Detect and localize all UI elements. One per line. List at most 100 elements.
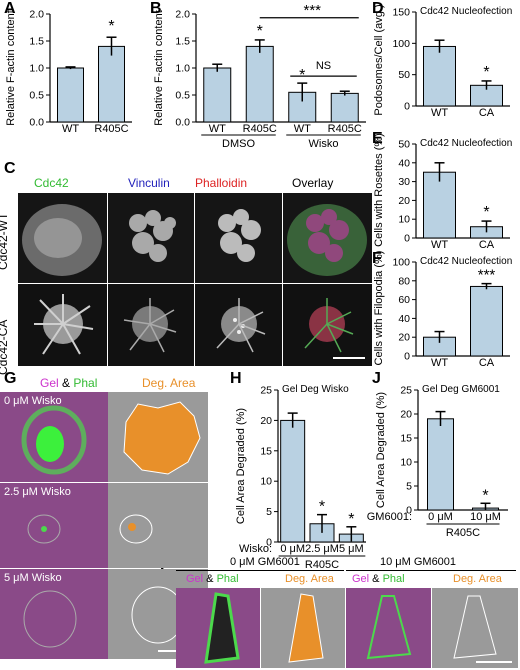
micro-cdc42-ca: [18, 284, 107, 366]
chart-j-ylabel: Cell Area Degraded (%): [375, 392, 387, 508]
chart-e-ytick-label: 10: [398, 214, 410, 226]
g-gel-1: [0, 483, 108, 568]
chart-a-annotation: *: [108, 18, 114, 35]
chart-b-group-label: DMSO: [222, 138, 255, 150]
i-header1: Gel & Phal: [186, 573, 239, 585]
chart-f-ytick-label: 0: [404, 351, 410, 363]
g-gel-label: Gel: [40, 376, 59, 390]
panel-letter-b: B: [150, 0, 162, 17]
chart-f-ytick-label: 100: [392, 257, 410, 269]
panel-letter-f: F: [372, 250, 382, 267]
chart-e-bar: [423, 171, 456, 239]
chart-j-ytick-label: 5: [406, 481, 412, 493]
chart-j-group-label: R405C: [446, 527, 480, 539]
i-phal2: Phal: [382, 573, 405, 585]
chart-f-cat-label: WT: [431, 357, 448, 369]
i-group1-line: [176, 570, 344, 571]
micro-overlay-ca: [283, 284, 372, 366]
chart-d-ytick-label: 100: [392, 38, 410, 50]
chart-h-group-label: R405C: [305, 559, 339, 571]
g-row-2-label: 5 μM Wisko: [4, 572, 62, 584]
chart-h-ytick-label: 5: [266, 506, 272, 518]
i-deg-0: [261, 588, 345, 668]
chart-e-ytick-label: 20: [398, 195, 410, 207]
chart-h-ytick-label: 0: [266, 537, 272, 549]
i-gel2: Gel: [352, 573, 370, 585]
g-amp-label: &: [58, 376, 74, 390]
panel-letter-a: A: [4, 0, 16, 17]
chart-b-cat-label: WT: [209, 123, 226, 135]
row-label-cdc42-wt: Cdc42-WT: [0, 212, 10, 270]
chart-j-title: Gel Deg GM6001: [422, 384, 500, 395]
chart-b-ytick-label: 0.0: [175, 117, 190, 129]
chart-f-ylabel: Cells with Filopodia (%): [373, 251, 385, 366]
i-header2: Gel & Phal: [352, 573, 405, 585]
chart-b-ytick-label: 1.5: [175, 36, 190, 48]
chart-b-ytick-label: 2.0: [175, 9, 190, 21]
chart-a-bar: [57, 67, 84, 123]
g-header-gel-phal: Gel & Phal: [40, 376, 97, 390]
panel-letter-g: G: [4, 370, 17, 387]
chart-a-ytick-label: 0.0: [29, 117, 44, 129]
chart-e-ytick-label: 50: [398, 139, 410, 151]
chart-b-bar: [330, 92, 359, 123]
chart-d-cat-label: WT: [431, 107, 448, 119]
i-deg2: Deg. Area: [453, 573, 502, 585]
chart-e-cat-label: CA: [479, 239, 495, 251]
i-group2-label: 10 μM GM6001: [380, 556, 457, 568]
chart-a-cat-label: WT: [62, 123, 79, 135]
chart-d-bar: [423, 45, 456, 107]
micro-phalloidin-wt: [195, 193, 282, 283]
g-gel-2: [0, 569, 108, 659]
g-header-deg: Deg. Area: [142, 376, 196, 390]
micro-vinculin-wt: [108, 193, 194, 283]
chart-f-ytick-label: 60: [398, 294, 410, 306]
chart-h-ylabel: Cell Area Degraded (%): [235, 408, 247, 524]
chart-h-ytick-label: 15: [260, 445, 272, 457]
i-amp1: &: [203, 573, 217, 585]
chart-e-ylabel: Cells with Rosettes (%): [373, 133, 385, 247]
i-group1-label: 0 μM GM6001: [230, 556, 300, 568]
panel-letter-c: C: [4, 160, 16, 177]
chart-e-title: Cdc42 Nucleofection: [420, 138, 512, 149]
chart-h-title: Gel Deg Wisko: [282, 384, 349, 395]
chart-b-ytick-label: 0.5: [175, 90, 190, 102]
chart-j-annotation: *: [482, 487, 488, 504]
g-row-1-label: 2.5 μM Wisko: [4, 486, 71, 498]
chart-d-ytick-label: 0: [404, 101, 410, 113]
micro-phalloidin-ca: [195, 284, 282, 366]
chart-h-annotation: *: [319, 499, 325, 516]
chart-d-ytick-label: 150: [392, 7, 410, 19]
chart-f-ytick-label: 20: [398, 332, 410, 344]
chart-b-cat-label: R405C: [243, 123, 277, 135]
chart-j-ytick-label: 20: [400, 409, 412, 421]
header-cdc42: Cdc42: [34, 176, 69, 190]
i-deg-1: [432, 588, 518, 668]
chart-b-annotation: NS: [316, 60, 331, 72]
chart-b-bar: [245, 45, 274, 123]
g-row-0-label: 0 μM Wisko: [4, 395, 62, 407]
header-vinculin: Vinculin: [128, 176, 170, 190]
chart-d-cat-label: CA: [479, 107, 495, 119]
header-phalloidin: Phalloidin: [195, 176, 248, 190]
i-phal1: Phal: [216, 573, 239, 585]
chart-j-ytick-label: 0: [406, 505, 412, 517]
chart-f-bar: [470, 285, 503, 357]
micro-vinculin-ca: [108, 284, 194, 366]
i-group2-line: [346, 570, 516, 571]
g-phal-label: Phal: [73, 376, 98, 390]
chart-h-cat-label: 5 μM: [339, 543, 364, 555]
chart-d-ylabel: Podosomes/Cell (avg.): [373, 4, 385, 115]
chart-h-cat-label: 0 μM: [280, 543, 305, 555]
chart-j-ytick-label: 25: [400, 385, 412, 397]
chart-b-annotation: ***: [303, 2, 321, 19]
chart-b-group-label: Wisko: [309, 138, 339, 150]
chart-e-ytick-label: 0: [404, 233, 410, 245]
i-amp2: &: [369, 573, 383, 585]
chart-h-cat-label: 2.5 μM: [305, 543, 339, 555]
chart-j-ytick-label: 10: [400, 457, 412, 469]
chart-b-annotation: *: [299, 67, 305, 84]
chart-e-ytick-label: 40: [398, 157, 410, 169]
micro-overlay-wt: [283, 193, 372, 283]
